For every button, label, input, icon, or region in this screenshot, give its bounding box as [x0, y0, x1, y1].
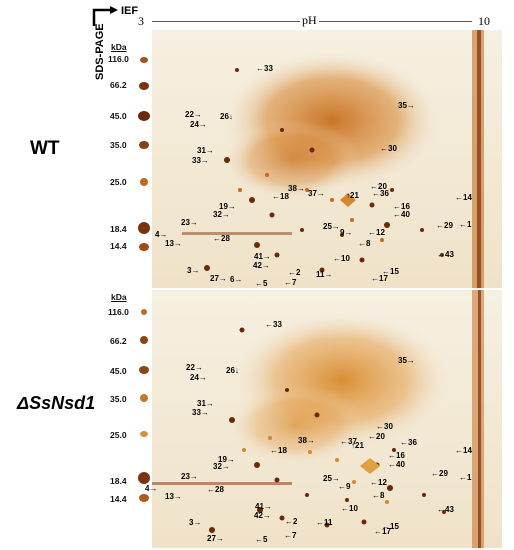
gel-image-wt: [132, 30, 502, 288]
marker-ladder-wt: [132, 48, 152, 288]
marker-18-wt: 18.4: [110, 224, 127, 234]
kda-label-wt: kDa: [111, 42, 127, 52]
ph-label: pH: [300, 13, 319, 28]
gel-svg-mutant: [152, 290, 502, 548]
marker-45-wt: 45.0: [110, 111, 127, 121]
mutant-name: ΔSsNsd1: [17, 393, 96, 413]
marker-116-mutant: 116.0: [108, 307, 129, 317]
ief-label: IEF: [121, 5, 139, 17]
marker-25-mutant: 25.0: [110, 430, 127, 440]
marker-66-wt: 66.2: [110, 80, 127, 90]
ph-max-label: 10: [478, 14, 490, 28]
marker-14-mutant: 14.4: [110, 494, 127, 504]
ief-arrow-icon: [90, 6, 120, 26]
sds-page-label: SDS-PAGE: [94, 23, 106, 80]
gel-svg-wt: [152, 30, 502, 288]
marker-25-wt: 25.0: [110, 177, 127, 187]
kda-label-mutant: kDa: [111, 292, 127, 302]
sample-label-mutant: ΔSsNsd1: [17, 393, 95, 414]
marker-116-wt: 116.0: [108, 54, 129, 64]
ph-min-label: 3: [138, 14, 144, 28]
marker-ladder-mutant: [132, 300, 152, 540]
marker-18-mutant: 18.4: [110, 476, 127, 486]
sample-label-wt: WT: [30, 138, 60, 159]
marker-45-mutant: 45.0: [110, 366, 127, 376]
marker-35-wt: 35.0: [110, 140, 127, 150]
marker-66-mutant: 66.2: [110, 336, 127, 346]
gel-image-mutant: [132, 290, 502, 548]
marker-14-wt: 14.4: [110, 241, 127, 251]
marker-35-mutant: 35.0: [110, 394, 127, 404]
